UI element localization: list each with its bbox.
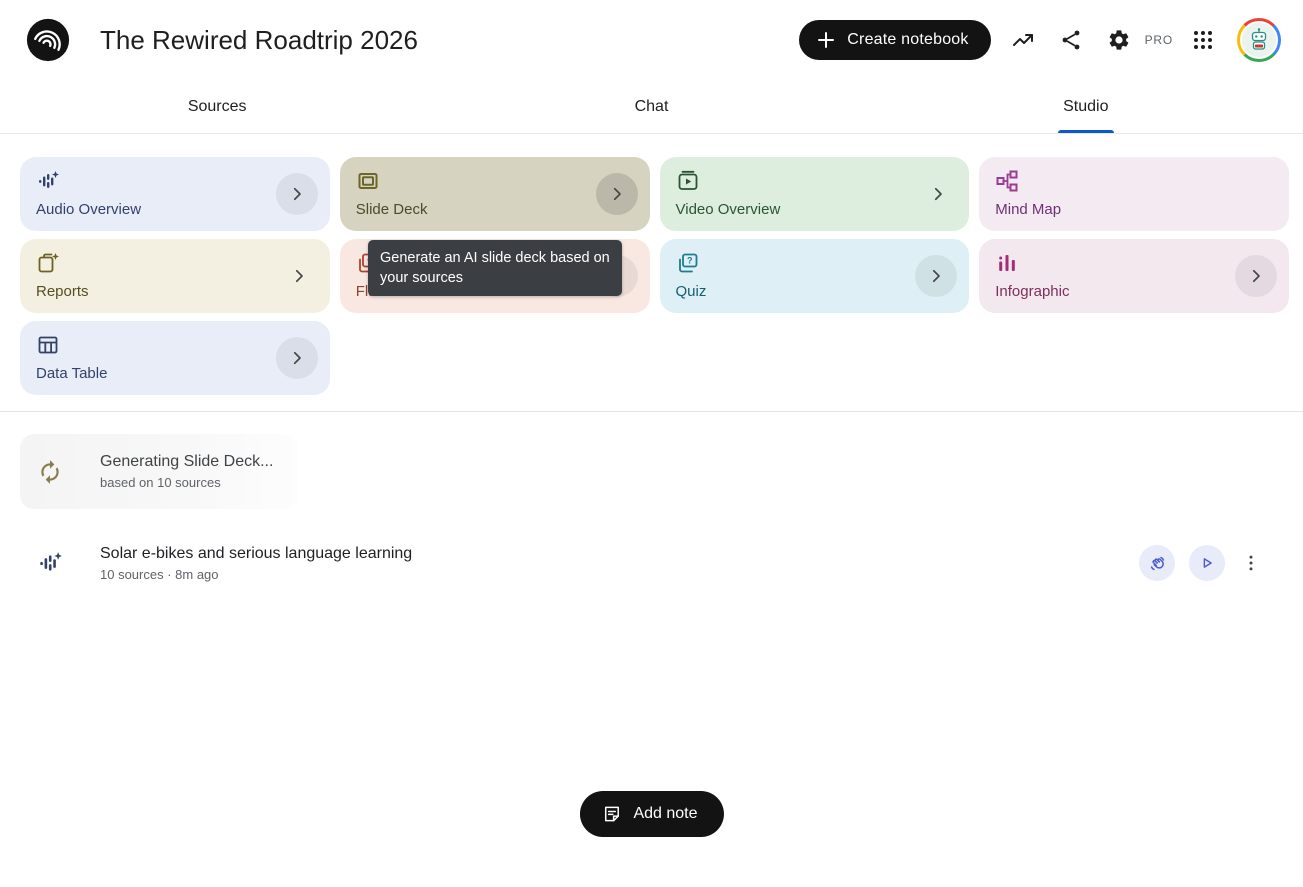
generating-title: Generating Slide Deck...: [100, 453, 274, 470]
bar-chart-icon: [995, 252, 1019, 274]
account-avatar[interactable]: [1237, 18, 1281, 62]
report-pages-sparkle-icon: [36, 252, 60, 274]
notebooklm-logo-icon[interactable]: [26, 18, 70, 62]
slide-deck-tooltip: Generate an AI slide deck based on your …: [368, 240, 622, 296]
video-play-icon: [676, 170, 700, 192]
chevron-right-icon[interactable]: [290, 267, 308, 285]
sync-spinner-icon: [20, 459, 80, 485]
tab-studio[interactable]: Studio: [869, 80, 1303, 133]
chevron-right-icon[interactable]: [929, 185, 947, 203]
tab-sources[interactable]: Sources: [0, 80, 434, 133]
slide-frame-icon: [356, 170, 380, 192]
notebook-title[interactable]: The Rewired Roadtrip 2026: [100, 24, 418, 55]
quiz-cards-icon: ?: [676, 252, 700, 274]
note-icon: [601, 804, 621, 824]
audio-waveform-sparkle-icon: [20, 550, 80, 576]
artifact-actions: [1139, 545, 1263, 581]
plus-icon: [817, 31, 835, 49]
interactive-mode-button[interactable]: [1139, 545, 1175, 581]
generating-subtitle: based on 10 sources: [100, 475, 221, 490]
more-options-button[interactable]: [1239, 545, 1263, 581]
studio-tool-card-infographic[interactable]: Infographic: [979, 239, 1289, 313]
play-button[interactable]: [1189, 545, 1225, 581]
gear-icon: [1107, 28, 1131, 52]
chevron-right-icon[interactable]: [275, 337, 318, 379]
create-notebook-button[interactable]: Create notebook: [799, 20, 991, 60]
chevron-right-icon[interactable]: [1235, 255, 1277, 297]
tab-chat[interactable]: Chat: [434, 80, 868, 133]
settings-button[interactable]: [1095, 16, 1143, 64]
audio-overview-item[interactable]: Solar e-bikes and serious language learn…: [0, 527, 1303, 599]
chevron-right-icon[interactable]: [275, 173, 318, 215]
audio-waveform-sparkle-icon: [36, 170, 60, 192]
share-button[interactable]: [1047, 16, 1095, 64]
table-grid-icon: [36, 334, 60, 356]
share-icon: [1059, 28, 1083, 52]
studio-tool-card-video-overview[interactable]: Video Overview: [659, 157, 970, 231]
analytics-button[interactable]: [999, 16, 1047, 64]
add-note-button[interactable]: Add note: [579, 791, 724, 837]
generating-status-row: Generating Slide Deck... based on 10 sou…: [0, 434, 1303, 509]
tab-bar: Sources Chat Studio: [0, 80, 1303, 134]
robot-avatar-image: [1240, 21, 1278, 59]
header: The Rewired Roadtrip 2026 Create noteboo…: [0, 0, 1303, 80]
studio-tool-card-data-table[interactable]: Data Table: [20, 321, 330, 395]
loading-shimmer: [20, 434, 298, 509]
artifact-title: Solar e-bikes and serious language learn…: [100, 544, 413, 562]
trending-up-icon: [1011, 28, 1035, 52]
apps-grid-icon: [1191, 28, 1215, 52]
section-divider: [0, 411, 1303, 412]
studio-tool-grid: Audio Overview Slide Deck: [20, 157, 1289, 395]
mind-map-nodes-icon: [995, 170, 1019, 192]
studio-tool-card-slide-deck[interactable]: Slide Deck: [339, 157, 650, 231]
apps-button[interactable]: [1179, 16, 1227, 64]
play-icon: [1198, 554, 1216, 572]
svg-text:?: ?: [686, 256, 692, 266]
more-vert-icon: [1241, 553, 1261, 573]
studio-tool-card-reports[interactable]: Reports: [20, 239, 330, 313]
pro-badge: PRO: [1144, 33, 1173, 47]
artifact-meta: 10 sources · 8m ago: [100, 566, 219, 582]
studio-tool-card-quiz[interactable]: ? Quiz: [659, 239, 970, 313]
chevron-right-icon[interactable]: [915, 255, 958, 297]
studio-tool-card-audio-overview[interactable]: Audio Overview: [20, 157, 330, 231]
studio-tool-card-mind-map[interactable]: Mind Map: [979, 157, 1289, 231]
chevron-right-icon[interactable]: [595, 173, 638, 215]
waving-hand-icon: [1148, 554, 1167, 573]
active-tab-underline: [1057, 130, 1114, 133]
